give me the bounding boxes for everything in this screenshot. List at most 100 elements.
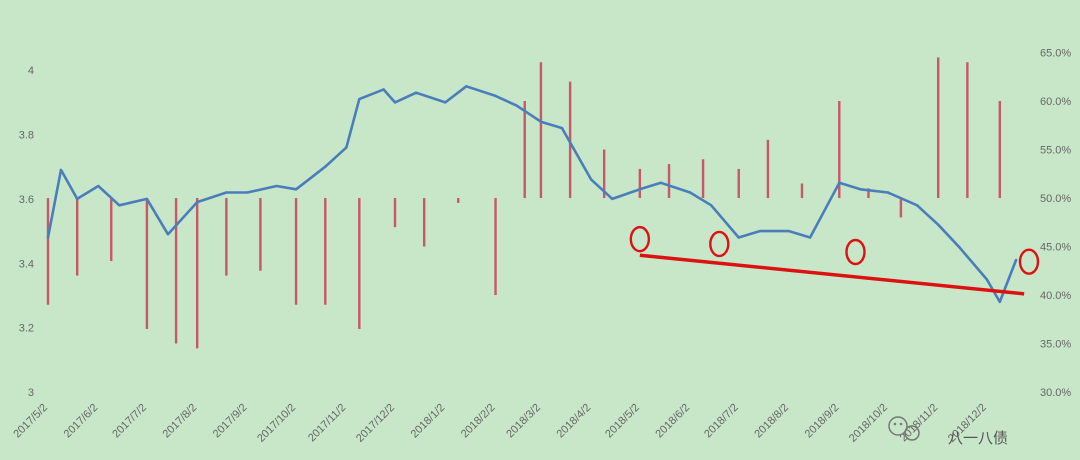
line-point — [589, 178, 593, 181]
line-point — [275, 184, 278, 188]
line-point — [494, 94, 497, 98]
x-tick-label: 2017/8/2 — [161, 402, 200, 441]
left-tick-label: 4 — [28, 65, 34, 77]
x-tick-label: 2018/3/2 — [504, 402, 543, 441]
line-point — [787, 229, 791, 233]
line-point — [515, 104, 518, 107]
bar-mark — [701, 159, 705, 199]
watermark-text: 八一八债 — [948, 429, 1008, 447]
left-axis: 3 3.2 3.4 3.6 3.8 4 — [19, 65, 34, 399]
bar-mark — [800, 183, 804, 199]
line-point — [1014, 258, 1018, 262]
line-point — [465, 85, 468, 88]
line-point — [859, 188, 862, 191]
line-point — [324, 165, 327, 168]
line-point — [195, 200, 199, 204]
right-tick-label: 35.0% — [1040, 339, 1071, 351]
annotation-ellipse — [1018, 248, 1040, 275]
x-tick-label: 2017/10/2 — [255, 402, 298, 445]
left-tick-label: 3.6 — [19, 194, 34, 206]
bar-mark — [539, 62, 543, 199]
watermark: 八一八债 — [888, 416, 1008, 447]
bar-mark — [667, 164, 671, 199]
line-series-layer — [46, 85, 1018, 304]
bar-mark — [110, 198, 113, 262]
x-tick-label: 2017/12/2 — [354, 402, 397, 445]
line-point — [246, 191, 249, 194]
bar-mark — [225, 198, 228, 276]
x-tick-label: 2017/7/2 — [110, 402, 149, 441]
line-point — [97, 184, 100, 188]
bar-mark — [145, 198, 149, 329]
annotation-ellipse — [709, 230, 730, 258]
line-point — [958, 245, 961, 249]
bar-mark — [324, 198, 327, 305]
line-point — [611, 197, 614, 201]
bar-mark — [766, 139, 770, 199]
bar-mark — [737, 168, 740, 199]
bar-mark — [174, 198, 178, 344]
line-point — [915, 204, 919, 207]
line-point — [414, 91, 418, 94]
line-point — [638, 188, 642, 191]
bar-mark — [998, 101, 1002, 199]
line-point — [886, 191, 890, 194]
x-tick-label: 2018/9/2 — [803, 402, 842, 441]
line-series — [46, 85, 1018, 304]
bar-mark — [966, 62, 969, 199]
left-tick-label: 3.8 — [19, 130, 34, 142]
x-tick-label: 2017/9/2 — [211, 402, 250, 441]
line-point — [998, 300, 1002, 304]
line-point — [294, 188, 298, 191]
line-point — [118, 204, 121, 207]
line-point — [737, 236, 740, 239]
right-tick-label: 40.0% — [1040, 290, 1071, 302]
x-tick-label: 2018/2/2 — [459, 402, 498, 441]
line-point — [46, 236, 50, 239]
bar-mark — [422, 198, 426, 247]
bar-series-layer — [46, 57, 1002, 349]
right-tick-label: 60.0% — [1040, 96, 1071, 108]
line-point — [985, 278, 989, 281]
bar-mark — [602, 149, 606, 199]
right-tick-label: 55.0% — [1040, 145, 1071, 157]
bar-mark — [46, 198, 50, 305]
bar-mark — [936, 57, 940, 199]
bar-mark — [75, 198, 79, 276]
bar-mark — [259, 198, 262, 271]
bar-mark — [838, 101, 841, 199]
line-point — [393, 101, 397, 104]
bar-mark — [523, 101, 526, 199]
annotation-ellipse — [629, 225, 651, 253]
x-tick-label: 2017/6/2 — [62, 402, 101, 441]
x-tick-label: 2018/7/2 — [702, 402, 741, 441]
line-point — [345, 146, 348, 149]
bar-mark — [393, 198, 397, 228]
line-point — [382, 88, 385, 91]
line-point — [758, 229, 762, 233]
right-tick-label: 30.0% — [1040, 387, 1071, 399]
x-tick-label: 2018/11/2 — [898, 402, 941, 445]
bar-mark — [294, 198, 298, 305]
wechat-icon — [888, 416, 920, 441]
bar-mark — [867, 188, 870, 199]
x-tick-label: 2018/10/2 — [847, 402, 890, 445]
left-tick-label: 3 — [28, 387, 34, 399]
line-point — [688, 191, 692, 194]
x-tick-label: 2018/1/2 — [409, 402, 448, 441]
right-tick-label: 45.0% — [1040, 242, 1071, 254]
line-point — [166, 233, 170, 236]
bar-mark — [494, 198, 497, 296]
x-tick-label: 2018/5/2 — [603, 402, 642, 441]
x-tick-label: 2018/8/2 — [752, 402, 791, 441]
left-tick-label: 3.2 — [19, 323, 34, 335]
line-point — [225, 191, 228, 194]
right-axis: 30.0% 35.0% 40.0% 45.0% 50.0% 55.0% 60.0% 65.0% — [1040, 48, 1071, 399]
line-point — [444, 101, 447, 104]
line-point — [59, 168, 63, 172]
bar-mark — [899, 198, 903, 218]
annotation-ellipse — [845, 238, 866, 266]
x-axis: 2017/5/2 2017/6/2 2017/7/2 2017/8/2 2017/9/2… — [11, 402, 989, 445]
